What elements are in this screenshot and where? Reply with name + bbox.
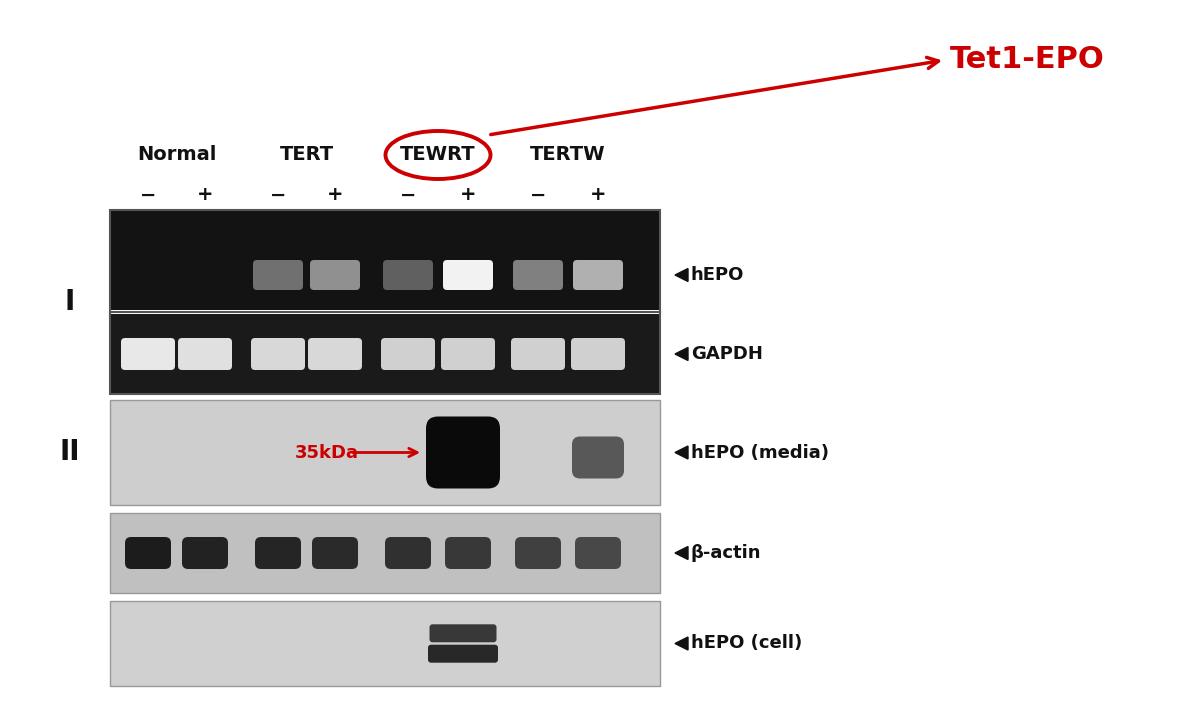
FancyBboxPatch shape: [515, 537, 562, 569]
Bar: [110, 210, 660, 310]
Text: I: I: [65, 288, 76, 316]
FancyBboxPatch shape: [253, 260, 302, 290]
Polygon shape: [674, 446, 688, 459]
Text: hEPO (media): hEPO (media): [691, 444, 829, 462]
FancyBboxPatch shape: [251, 338, 305, 370]
Text: +: +: [589, 186, 606, 204]
Text: hEPO (cell): hEPO (cell): [691, 634, 803, 652]
Polygon shape: [674, 546, 688, 559]
FancyBboxPatch shape: [426, 416, 500, 488]
Text: TERTW: TERTW: [530, 145, 606, 164]
Bar: [110, 513, 660, 593]
FancyBboxPatch shape: [125, 537, 172, 569]
FancyBboxPatch shape: [443, 260, 493, 290]
Text: TEWRT: TEWRT: [400, 145, 476, 164]
Bar: [110, 400, 660, 505]
FancyBboxPatch shape: [312, 537, 358, 569]
Text: −: −: [140, 186, 156, 204]
FancyBboxPatch shape: [382, 338, 436, 370]
Text: −: −: [270, 186, 286, 204]
FancyBboxPatch shape: [178, 338, 232, 370]
FancyBboxPatch shape: [514, 260, 563, 290]
Bar: [110, 601, 660, 686]
Text: +: +: [197, 186, 214, 204]
FancyBboxPatch shape: [430, 624, 497, 642]
Text: −: −: [400, 186, 416, 204]
Text: +: +: [326, 186, 343, 204]
Text: −: −: [530, 186, 546, 204]
Polygon shape: [674, 269, 688, 282]
Polygon shape: [674, 348, 688, 361]
Text: Tet1-EPO: Tet1-EPO: [950, 45, 1105, 74]
Bar: [110, 314, 660, 394]
Text: Normal: Normal: [137, 145, 216, 164]
FancyBboxPatch shape: [442, 338, 496, 370]
FancyBboxPatch shape: [511, 338, 565, 370]
FancyBboxPatch shape: [571, 338, 625, 370]
Text: 35kDa: 35kDa: [295, 444, 359, 462]
FancyBboxPatch shape: [445, 537, 491, 569]
Text: TERT: TERT: [280, 145, 334, 164]
Text: hEPO: hEPO: [691, 266, 744, 284]
FancyBboxPatch shape: [310, 260, 360, 290]
FancyBboxPatch shape: [308, 338, 362, 370]
Bar: [110, 210, 660, 394]
FancyBboxPatch shape: [428, 644, 498, 662]
Text: II: II: [60, 438, 80, 467]
FancyBboxPatch shape: [572, 436, 624, 479]
Text: GAPDH: GAPDH: [691, 345, 763, 363]
FancyBboxPatch shape: [574, 260, 623, 290]
Polygon shape: [674, 637, 688, 650]
Text: +: +: [460, 186, 476, 204]
Text: β-actin: β-actin: [691, 544, 762, 562]
FancyBboxPatch shape: [575, 537, 622, 569]
FancyBboxPatch shape: [182, 537, 228, 569]
FancyBboxPatch shape: [256, 537, 301, 569]
FancyBboxPatch shape: [121, 338, 175, 370]
FancyBboxPatch shape: [383, 260, 433, 290]
FancyBboxPatch shape: [385, 537, 431, 569]
